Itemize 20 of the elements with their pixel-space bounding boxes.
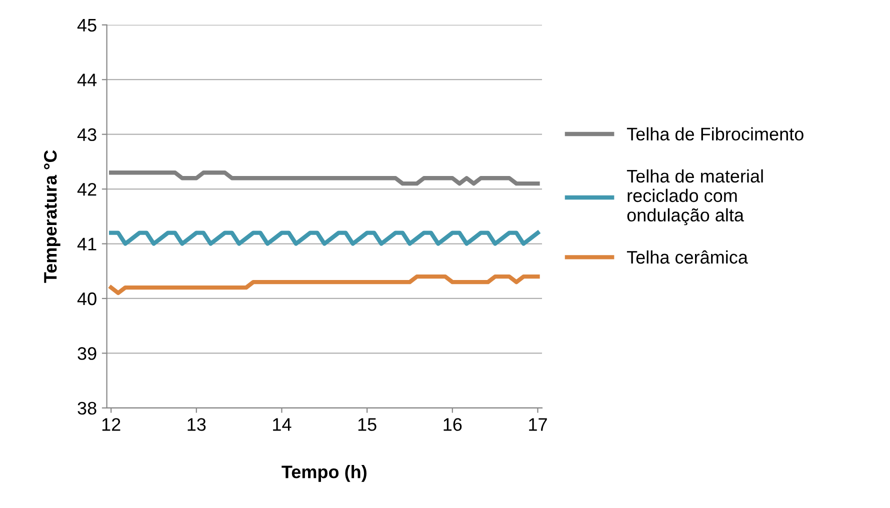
x-tick-label: 17 — [529, 418, 547, 431]
y-tick-label: 42 — [77, 182, 96, 196]
legend-label: Telha cerâmica — [626, 250, 748, 264]
x-tick-label: 13 — [188, 418, 206, 431]
x-tick-label: 15 — [358, 418, 376, 431]
line-series — [108, 274, 540, 296]
y-tick-label: 41 — [77, 238, 96, 250]
y-tick-label: 43 — [77, 128, 96, 142]
x-axis-title: Tempo (h) — [282, 465, 366, 482]
x-tick-label: 12 — [102, 418, 120, 431]
y-tick-label: 38 — [78, 402, 96, 415]
y-axis-title: Temperatura °C — [44, 150, 60, 283]
y-tick-label: 45 — [77, 19, 96, 32]
x-tick-label: 16 — [444, 418, 462, 431]
y-tick-label: 39 — [78, 347, 96, 360]
legend-label: Telha de material reciclado com ondulação alta — [626, 169, 763, 226]
y-tick-label: 44 — [77, 74, 97, 86]
x-tick-label: 14 — [273, 418, 292, 431]
y-tick-label: 40 — [77, 292, 96, 306]
legend-label: Telha de Fibrocimento — [626, 127, 804, 141]
